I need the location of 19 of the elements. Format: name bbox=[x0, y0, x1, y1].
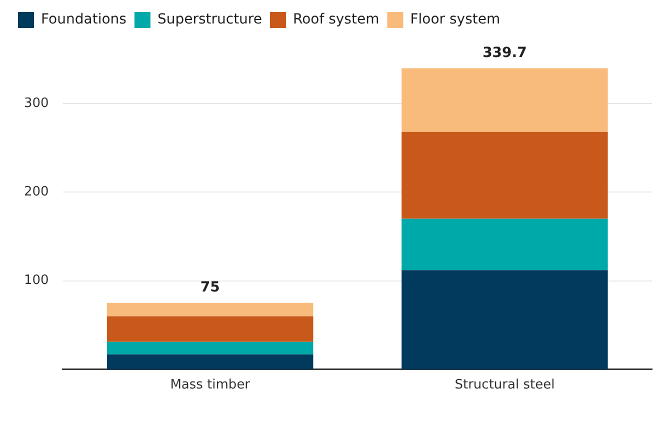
total-label: 75 bbox=[200, 280, 220, 296]
bar bbox=[402, 218, 608, 270]
bar bbox=[107, 342, 314, 354]
x-tick-label: Mass timber bbox=[170, 378, 251, 393]
bar bbox=[402, 270, 608, 370]
legend-label: Foundations bbox=[41, 12, 126, 28]
legend-label: Superstructure bbox=[157, 12, 262, 28]
bar bbox=[107, 302, 314, 316]
legend-label: Floor system bbox=[410, 12, 500, 28]
bar bbox=[402, 132, 608, 219]
bar bbox=[402, 68, 608, 132]
bar bbox=[107, 316, 314, 342]
legend-label: Roof system bbox=[292, 12, 380, 28]
x-tick-label: Structural steel bbox=[454, 378, 555, 393]
y-tick-label: 100 bbox=[24, 273, 49, 288]
y-tick-label: 300 bbox=[24, 96, 49, 111]
y-tick-label: 200 bbox=[24, 184, 49, 200]
bar bbox=[107, 354, 314, 370]
total-label: 339.7 bbox=[482, 44, 527, 61]
